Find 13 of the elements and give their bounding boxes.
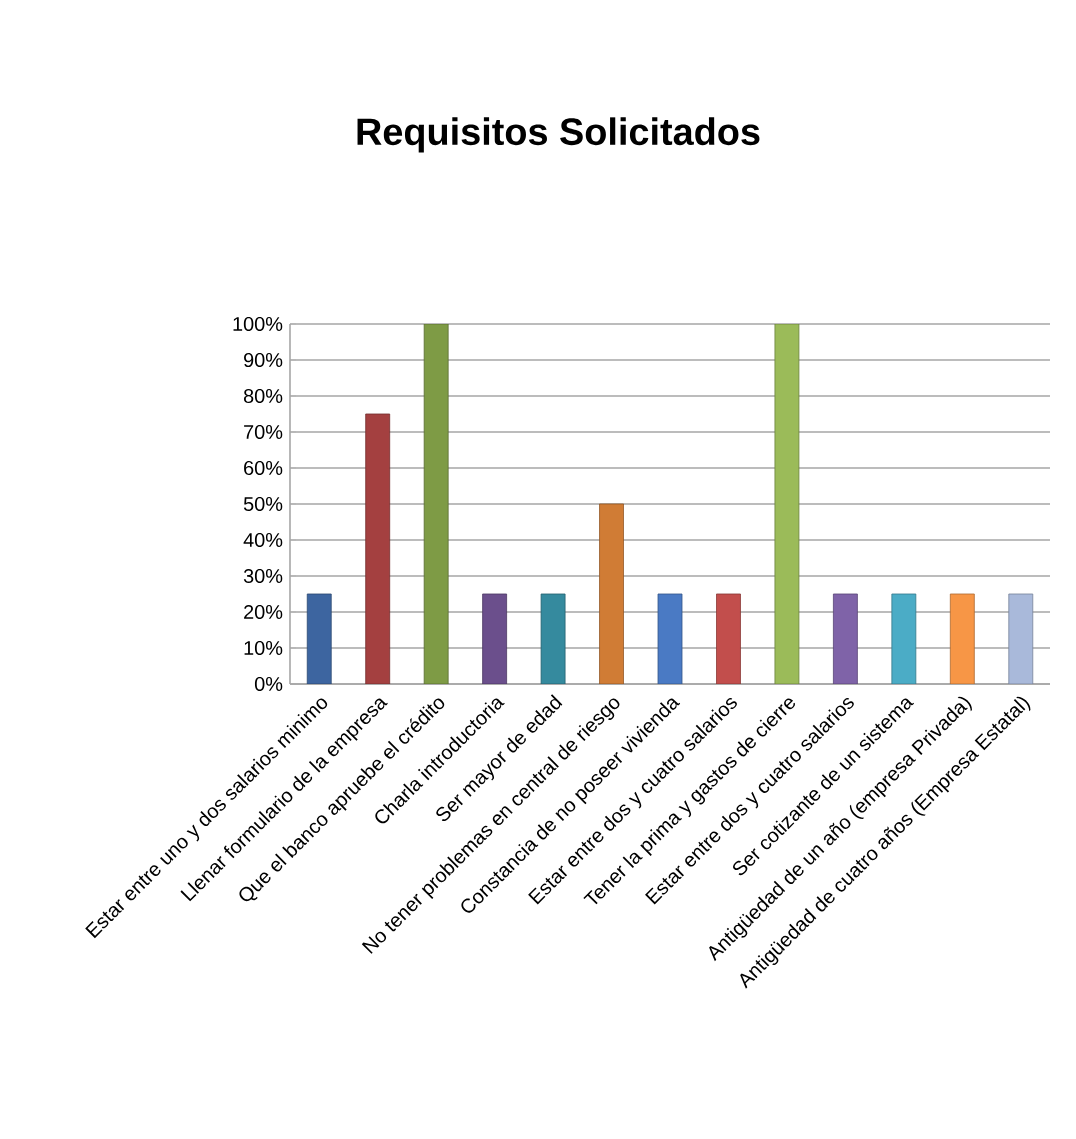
y-tick-label: 60% <box>244 460 283 476</box>
y-tick-label: 30% <box>243 568 283 584</box>
bar <box>774 323 800 684</box>
y-tick-label: 100% <box>233 316 283 332</box>
y-tick-label: 40% <box>243 532 283 548</box>
y-tick-label: 90% <box>244 352 283 368</box>
y-tick-label: 0% <box>254 676 283 692</box>
y-tick-label: 80% <box>243 388 283 404</box>
y-tick-label: 70% <box>244 424 283 440</box>
y-tick-label: 50% <box>243 496 283 512</box>
chart-title: Requisitos Solicitados <box>357 117 760 153</box>
y-tick-label: 20% <box>244 604 283 620</box>
y-tick-label: 10% <box>244 640 283 656</box>
